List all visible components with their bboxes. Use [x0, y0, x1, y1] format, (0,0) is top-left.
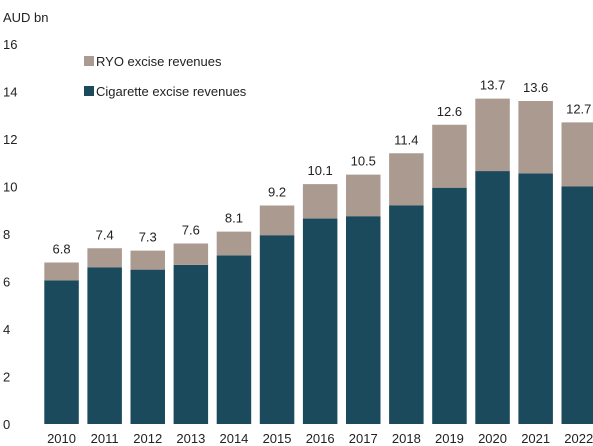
data-label: 7.4: [96, 227, 114, 242]
data-labels: 6.8 7.4 7.3 7.6 8.1 9.2 10.1 10.5 11.4 12.6 13.7 13…: [53, 78, 592, 257]
x-tick-label: 2022: [564, 431, 593, 446]
y-tick-label: 2: [3, 370, 10, 385]
y-axis-unit-label: AUD bn: [3, 10, 49, 25]
bar-cigarette: [259, 235, 295, 424]
y-tick-label: 16: [3, 37, 17, 52]
x-tick-label: 2011: [91, 431, 119, 446]
y-tick-label: 10: [3, 180, 17, 195]
x-tick-label: 2021: [521, 431, 550, 446]
data-label: 11.4: [394, 132, 418, 147]
legend-label: RYO excise revenues: [96, 54, 222, 69]
bar-ryo: [432, 124, 467, 188]
x-tick-label: 2019: [435, 431, 464, 446]
y-tick-label: 12: [3, 132, 17, 147]
data-label: 9.2: [268, 185, 286, 200]
bar-cigarette: [216, 255, 252, 424]
bar-ryo: [475, 98, 510, 172]
bar-cigarette: [173, 264, 209, 424]
bar-ryo: [44, 262, 79, 281]
bar-cigarette: [518, 173, 553, 424]
x-tick-label: 2016: [306, 431, 335, 446]
legend-swatch: [84, 86, 94, 96]
y-tick-label: 6: [3, 275, 10, 290]
bar-ryo: [216, 231, 252, 256]
data-label: 12.6: [437, 104, 462, 119]
x-tick-label: 2015: [263, 431, 292, 446]
data-label: 13.6: [523, 80, 548, 95]
legend-swatch: [84, 56, 94, 66]
data-label: 10.5: [351, 154, 376, 169]
data-label: 7.6: [182, 223, 200, 238]
bar-cigarette: [475, 171, 510, 424]
y-tick-label: 4: [3, 322, 10, 337]
x-tick-label: 2014: [219, 431, 248, 446]
y-tick-label: 8: [3, 227, 10, 242]
bar-ryo: [518, 101, 553, 174]
bar-cigarette: [44, 280, 79, 424]
x-tick-label: 2013: [176, 431, 205, 446]
data-label: 12.7: [566, 101, 591, 116]
bar-ryo: [561, 122, 593, 187]
data-label: 10.1: [307, 163, 332, 178]
legend-label: Cigarette excise revenues: [96, 84, 247, 99]
x-tick-label: 2020: [478, 431, 507, 446]
bar-ryo: [173, 243, 209, 265]
x-axis-ticks: 2010 2011 2012 2013 2014 2015 2016 2017 2018 2019…: [47, 431, 593, 446]
bar-cigarette: [130, 269, 165, 424]
bar-ryo: [302, 184, 338, 219]
bar-ryo: [259, 205, 295, 236]
bar-ryo: [389, 153, 424, 206]
bar-ryo: [87, 248, 122, 268]
data-label: 13.7: [480, 78, 505, 93]
y-tick-label: 14: [3, 85, 17, 100]
bar-ryo: [130, 250, 165, 270]
x-tick-label: 2012: [133, 431, 162, 446]
data-label: 7.3: [139, 230, 157, 245]
legend: RYO excise revenues Cigarette excise reve…: [84, 54, 247, 99]
bar-cigarette: [561, 186, 593, 424]
y-tick-label: 0: [3, 417, 10, 432]
bar-series: [44, 98, 593, 424]
x-tick-label: 2017: [349, 431, 378, 446]
bar-cigarette: [346, 216, 381, 424]
bar-cigarette: [432, 187, 467, 424]
bar-cigarette: [302, 218, 338, 424]
data-label: 6.8: [53, 242, 71, 257]
x-tick-label: 2018: [392, 431, 421, 446]
data-label: 8.1: [225, 211, 243, 226]
bar-ryo: [346, 174, 381, 217]
bar-cigarette: [389, 205, 424, 424]
x-tick-label: 2010: [47, 431, 76, 446]
y-axis-ticks: 0 2 4 6 8 10 12 14 16: [3, 37, 17, 432]
bar-cigarette: [87, 267, 122, 424]
